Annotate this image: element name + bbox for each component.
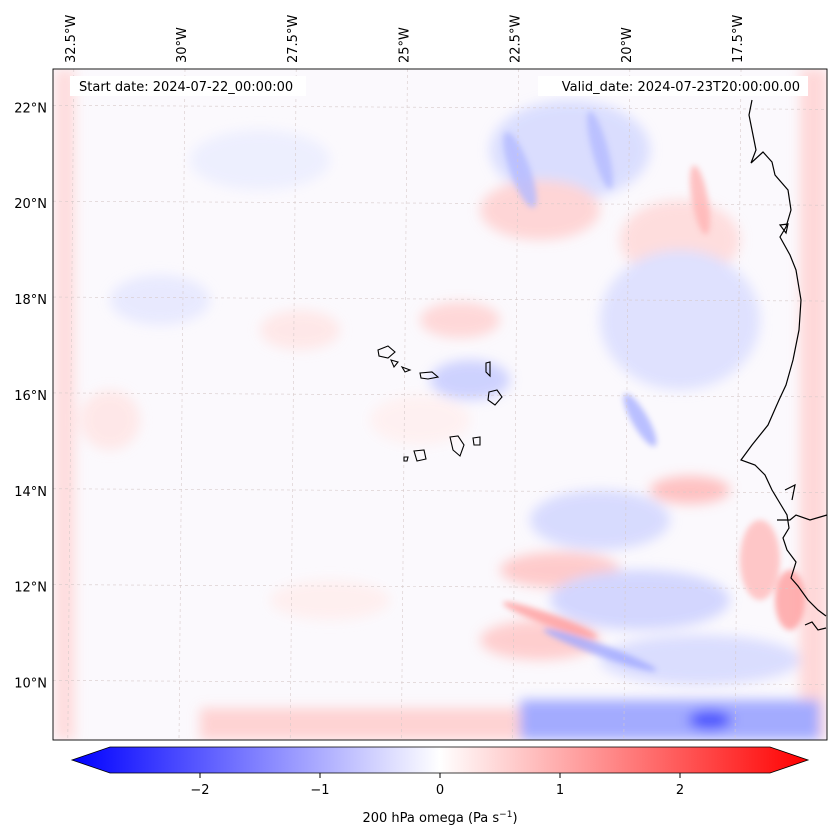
omega-field	[53, 69, 827, 740]
lon-tick-label: 20°W	[620, 27, 635, 63]
lon-gridline	[734, 68, 742, 741]
valid-date-box	[538, 76, 808, 96]
lat-tick-label: 20°N	[14, 197, 47, 212]
colorbar-label: 200 hPa omega (Pa s−1)	[362, 810, 517, 826]
lat-tick-label: 12°N	[14, 581, 47, 596]
start-date-box	[70, 76, 306, 96]
lat-tick-label: 16°N	[14, 389, 47, 404]
lon-gridline	[67, 68, 75, 741]
colorbar-ticks: −2 −1 0 1 2	[190, 773, 684, 798]
colorbar: −2 −1 0 1 2 200 hPa omega (Pa s−1)	[70, 746, 810, 826]
lon-gridline	[289, 68, 297, 741]
lat-tick-label: 10°N	[14, 676, 47, 691]
colorbar-tick-label: 0	[436, 783, 444, 798]
lon-tick-label: 25°W	[397, 27, 412, 63]
lon-tick-label: 17.5°W	[731, 15, 746, 63]
lon-gridline	[178, 68, 186, 741]
lat-tick-label: 18°N	[14, 293, 47, 308]
latitude-labels: 22°N 20°N 18°N 16°N 14°N 12°N 10°N	[14, 101, 47, 691]
lon-tick-label: 32.5°W	[64, 15, 79, 63]
lon-gridline	[512, 68, 519, 741]
colorbar-tick-label: −2	[190, 783, 209, 798]
cape-verde-islands	[377, 345, 503, 462]
map-gridlines	[52, 68, 828, 741]
colorbar-tick-label: 2	[676, 783, 684, 798]
coastline	[740, 99, 828, 631]
lon-tick-label: 30°W	[175, 27, 190, 63]
start-date-label: Start date: 2024-07-22_00:00:00	[79, 80, 293, 95]
colorbar-tick-label: −1	[310, 783, 329, 798]
colorbar-bar	[70, 746, 810, 774]
valid-date-label: Valid_date: 2024-07-23T20:00:00.00	[562, 80, 800, 95]
lon-gridline	[401, 68, 408, 741]
longitude-labels: 32.5°W 30°W 27.5°W 25°W 22.5°W 20°W 17.5°W	[64, 15, 746, 63]
lat-tick-label: 14°N	[14, 485, 47, 500]
lat-tick-label: 22°N	[14, 101, 47, 116]
colorbar-tick-label: 1	[556, 783, 564, 798]
lon-tick-label: 22.5°W	[509, 15, 524, 63]
map-frame	[52, 68, 828, 741]
lon-gridline	[623, 68, 631, 741]
lon-tick-label: 27.5°W	[286, 15, 301, 63]
